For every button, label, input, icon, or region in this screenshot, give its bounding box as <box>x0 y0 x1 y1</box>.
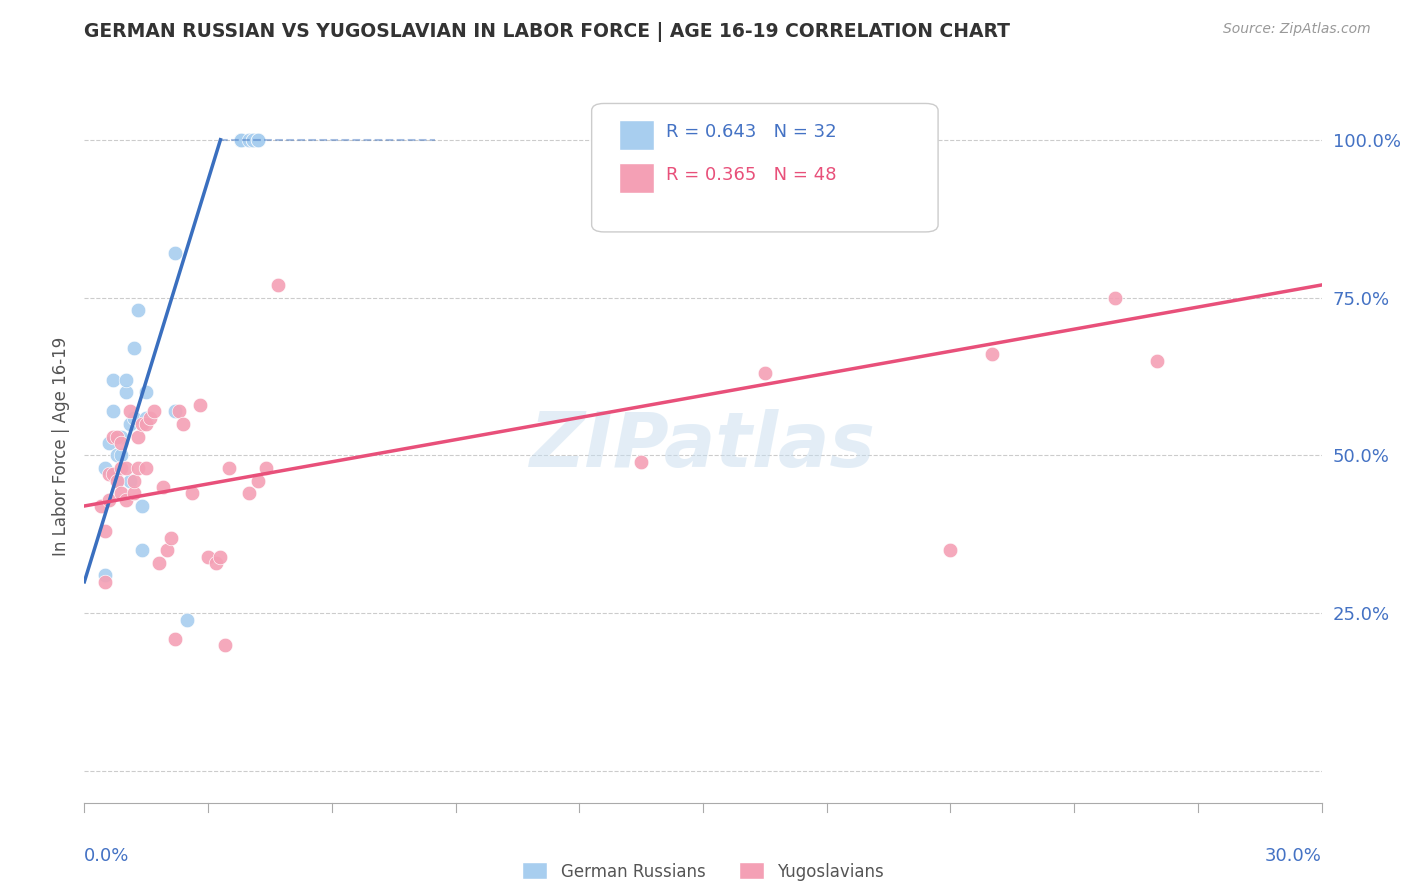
Point <box>127 461 149 475</box>
Point <box>246 133 269 147</box>
Point <box>131 417 153 431</box>
Point <box>148 556 170 570</box>
Point <box>156 543 179 558</box>
Point <box>94 568 117 582</box>
Point <box>105 429 128 443</box>
Bar <box>619 120 654 150</box>
Point <box>110 449 132 463</box>
Point <box>105 449 128 463</box>
Point <box>1146 353 1168 368</box>
Point <box>165 246 187 260</box>
Point <box>98 492 121 507</box>
Point <box>267 277 290 292</box>
Point <box>135 385 157 400</box>
Point <box>98 435 121 450</box>
Point <box>127 303 149 318</box>
Point <box>103 467 125 482</box>
Point <box>135 410 157 425</box>
Point <box>238 133 260 147</box>
Point <box>165 404 187 418</box>
Point <box>980 347 1002 361</box>
Point <box>94 574 117 589</box>
Point <box>139 410 162 425</box>
Point <box>110 435 132 450</box>
Point <box>218 461 240 475</box>
Point <box>754 367 776 381</box>
Point <box>214 638 236 652</box>
FancyBboxPatch shape <box>592 103 938 232</box>
Point <box>1104 291 1126 305</box>
Point <box>246 133 269 147</box>
Point <box>94 524 117 539</box>
Point <box>229 133 252 147</box>
Point <box>188 398 211 412</box>
Point <box>246 474 269 488</box>
Point <box>176 613 198 627</box>
Point <box>630 455 652 469</box>
Y-axis label: In Labor Force | Age 16-19: In Labor Force | Age 16-19 <box>52 336 70 556</box>
Point <box>254 461 277 475</box>
Point <box>110 486 132 500</box>
Point <box>118 404 141 418</box>
Point <box>105 474 128 488</box>
Text: 30.0%: 30.0% <box>1265 847 1322 865</box>
Point <box>110 461 132 475</box>
Text: R = 0.643   N = 32: R = 0.643 N = 32 <box>666 123 837 141</box>
Point <box>114 461 136 475</box>
Point <box>172 417 194 431</box>
Point <box>205 556 228 570</box>
Point <box>114 492 136 507</box>
Point <box>160 531 183 545</box>
Point <box>118 474 141 488</box>
Point <box>197 549 219 564</box>
Point <box>94 461 117 475</box>
Point <box>103 429 125 443</box>
Point <box>122 474 145 488</box>
Point <box>122 410 145 425</box>
Point <box>229 133 252 147</box>
Point <box>135 461 157 475</box>
Point <box>122 341 145 355</box>
Text: ZIPatlas: ZIPatlas <box>530 409 876 483</box>
Bar <box>619 162 654 193</box>
Point <box>103 404 125 418</box>
Point <box>90 499 112 513</box>
Point <box>114 373 136 387</box>
Point <box>118 417 141 431</box>
Point <box>209 549 232 564</box>
Point <box>98 467 121 482</box>
Point <box>131 499 153 513</box>
Text: GERMAN RUSSIAN VS YUGOSLAVIAN IN LABOR FORCE | AGE 16-19 CORRELATION CHART: GERMAN RUSSIAN VS YUGOSLAVIAN IN LABOR F… <box>84 22 1011 42</box>
Point <box>114 385 136 400</box>
Point <box>242 133 264 147</box>
Point <box>122 486 145 500</box>
Point <box>238 486 260 500</box>
Point <box>180 486 202 500</box>
Point <box>167 404 190 418</box>
Point <box>152 480 174 494</box>
Point <box>143 404 166 418</box>
Point <box>165 632 187 646</box>
Text: R = 0.365   N = 48: R = 0.365 N = 48 <box>666 166 837 184</box>
Point <box>242 133 264 147</box>
Point <box>131 543 153 558</box>
Point <box>105 474 128 488</box>
Point <box>110 429 132 443</box>
Point <box>229 133 252 147</box>
Point <box>939 543 962 558</box>
Text: Source: ZipAtlas.com: Source: ZipAtlas.com <box>1223 22 1371 37</box>
Point <box>127 429 149 443</box>
Text: 0.0%: 0.0% <box>84 847 129 865</box>
Legend: German Russians, Yugoslavians: German Russians, Yugoslavians <box>516 855 890 888</box>
Point <box>103 373 125 387</box>
Point <box>229 133 252 147</box>
Point <box>135 417 157 431</box>
